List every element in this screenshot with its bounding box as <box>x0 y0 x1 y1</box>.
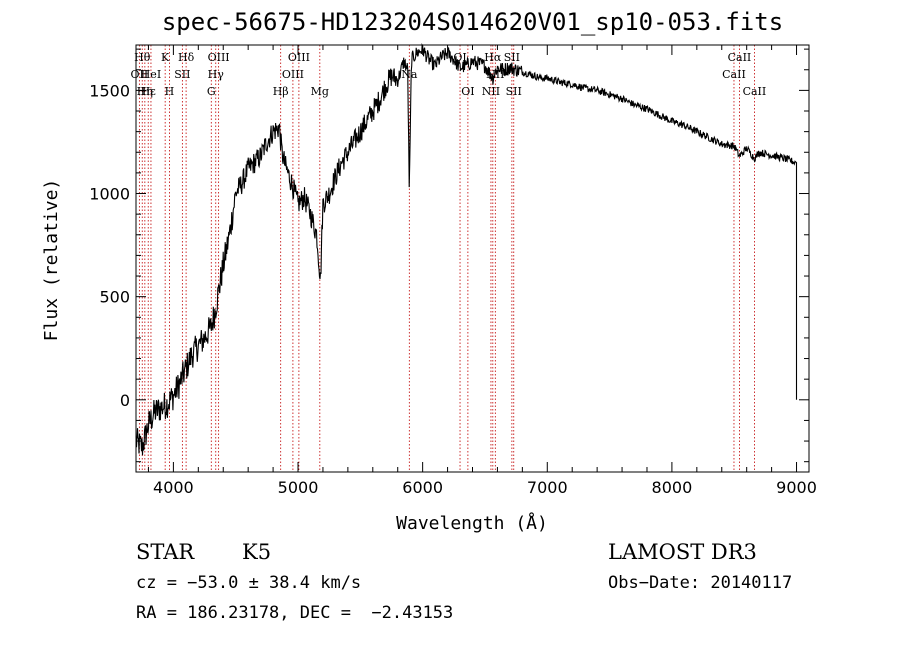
spectral-line-label: Hη <box>137 85 153 98</box>
spectral-line-label: HeI <box>141 68 161 81</box>
spectral-line-label: H <box>165 85 175 98</box>
spectral-line-label: Hε <box>141 85 157 98</box>
x-tick-label: 6000 <box>402 478 443 497</box>
y-tick-label: 500 <box>99 288 130 307</box>
y-axis-label: Flux (relative) <box>41 179 62 342</box>
object-subclass: K5 <box>242 540 272 564</box>
redshift-velocity: cz = −53.0 ± 38.4 km/s <box>136 573 362 593</box>
axis-ticks: 4000 5000 6000 7000 8000 9000 0 500 1000 1500 <box>89 45 817 497</box>
observation-date: Obs−Date: 20140117 <box>608 573 793 593</box>
y-tick-label: 0 <box>120 391 130 410</box>
x-tick-label: 7000 <box>527 478 568 497</box>
spectral-line-label: CaII <box>743 85 767 98</box>
spectral-line-label: Hδ <box>178 51 195 64</box>
x-tick-label: 9000 <box>776 478 817 497</box>
spectral-line-label: Na <box>401 68 418 81</box>
spectral-line-label: NII <box>482 85 500 98</box>
spectral-line-label: OII <box>131 68 149 81</box>
spectral-line-label: Hγ <box>208 68 225 81</box>
y-tick-label: 1500 <box>89 81 130 100</box>
x-tick-label: 5000 <box>278 478 319 497</box>
spectral-line-label: CaII <box>722 68 746 81</box>
spectral-line-label: SII <box>506 85 522 98</box>
spectral-line-label: Hθ <box>134 51 151 64</box>
spectral-line-label: K <box>161 51 170 64</box>
spectral-line-label: OI <box>461 85 474 98</box>
spectral-line-label: Hα <box>484 51 502 64</box>
spectral-line-label: G <box>207 85 216 98</box>
spectral-line-label: OIII <box>288 51 310 64</box>
spectral-line-label: OIII <box>208 51 230 64</box>
chart-title: spec-56675-HD123204S014620V01_sp10-053.f… <box>161 8 784 36</box>
spectral-line-label: Hβ <box>273 85 289 98</box>
coordinates: RA = 186.23178, DEC = −2.43153 <box>136 603 454 623</box>
spectral-line-markers <box>138 45 755 472</box>
survey-name: LAMOST DR3 <box>608 540 757 564</box>
x-tick-label: 8000 <box>652 478 693 497</box>
y-tick-label: 1000 <box>89 185 130 204</box>
spectral-line-label: CaII <box>728 51 752 64</box>
spectrum-series-line <box>135 43 798 456</box>
spectral-line-label: SII <box>174 68 190 81</box>
object-class: STAR <box>136 540 195 564</box>
x-axis-label: Wavelength (Å) <box>396 512 548 534</box>
plot-frame <box>135 44 810 473</box>
spectral-line-label: OIII <box>282 68 304 81</box>
spectral-line-label: SII <box>504 51 520 64</box>
x-tick-label: 4000 <box>153 478 194 497</box>
spectral-line-label: Mg <box>311 85 329 98</box>
